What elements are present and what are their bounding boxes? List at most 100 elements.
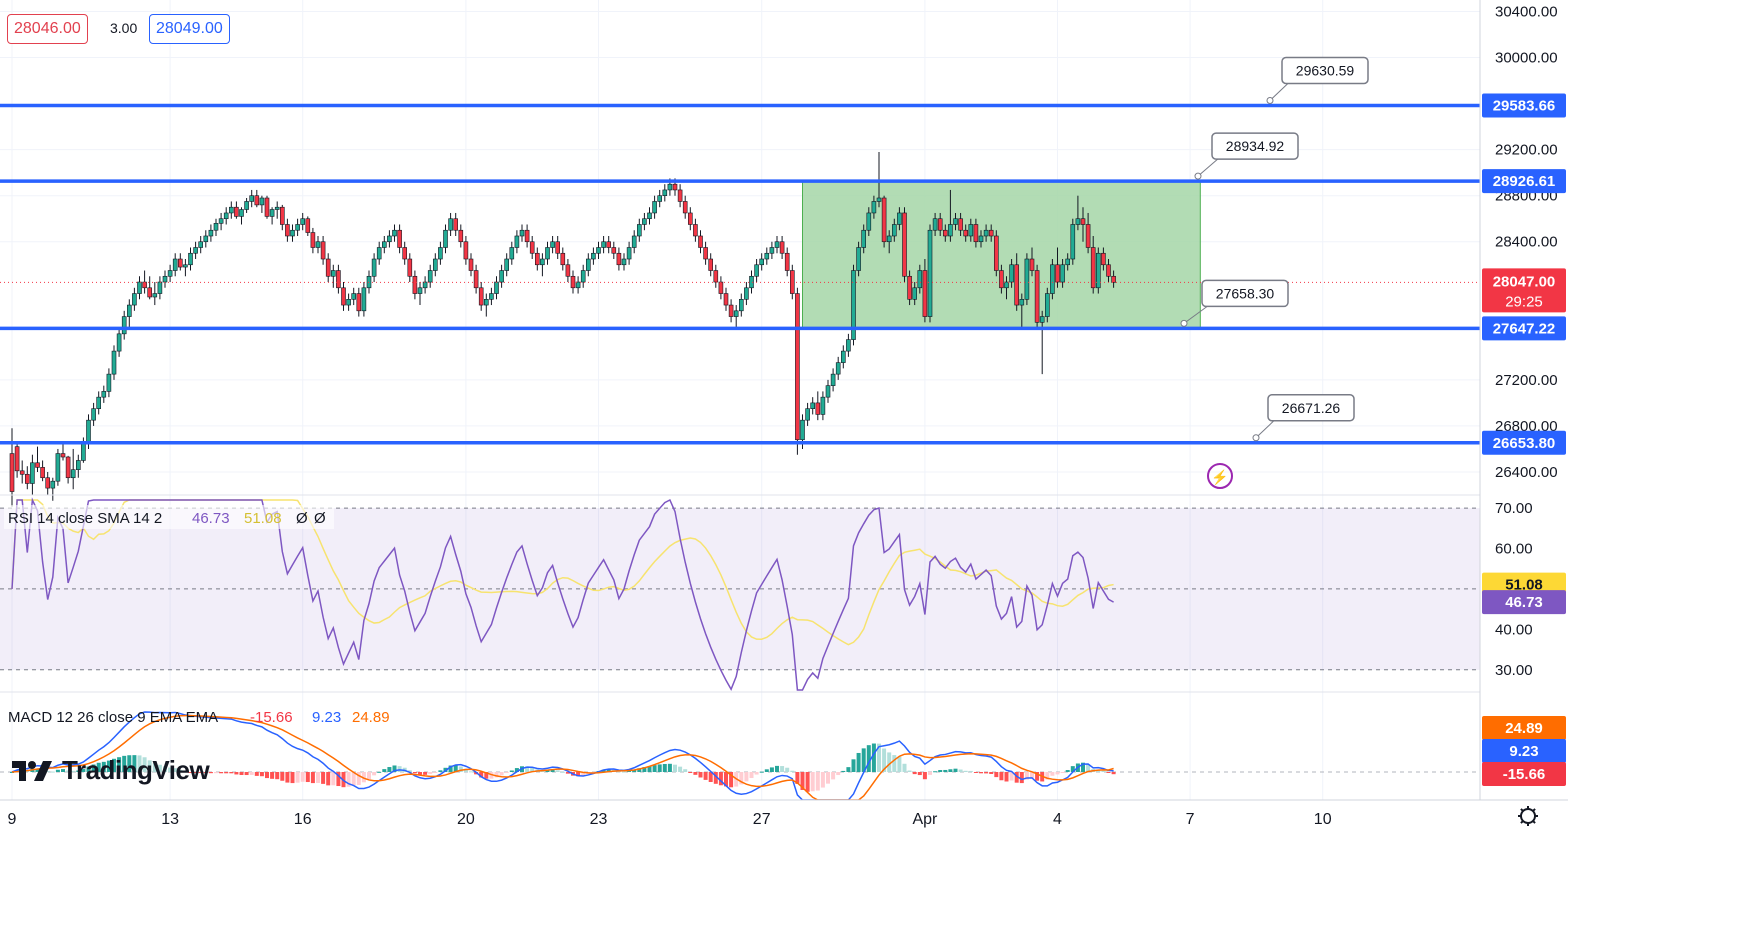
candle-body (178, 258, 183, 268)
macd-legend-signal: 24.89 (352, 709, 390, 726)
candle-body (973, 224, 979, 243)
macd-hist-bar (514, 768, 519, 772)
macd-axis-label-bg (1482, 739, 1566, 763)
macd-hist-bar (678, 766, 683, 772)
candle-body (667, 183, 673, 191)
tradingview-logo: TradingView (10, 755, 210, 786)
macd-hist-bar (275, 772, 280, 780)
macd-hist-bar (647, 766, 652, 772)
macd-hist-bar (198, 772, 203, 773)
candle-body (769, 247, 775, 254)
candle-body (422, 281, 428, 289)
candle-body (376, 247, 382, 260)
macd-hist-bar (688, 772, 693, 773)
candle-body (922, 270, 928, 317)
candle-body (621, 258, 627, 266)
macd-hist-bar (744, 772, 749, 782)
macd-hist-bar (336, 772, 341, 787)
candle-body (718, 281, 724, 294)
candle-body (142, 281, 147, 289)
macd-hist-bar (1004, 772, 1009, 782)
macd-hist-bar (35, 768, 40, 772)
candle-body (463, 241, 469, 260)
macd-hist-bar (106, 760, 111, 772)
macd-hist-bar (239, 772, 244, 775)
macd-hist-bar (356, 772, 361, 785)
macd-hist-bar (214, 772, 218, 774)
macd-hist-bar (61, 769, 65, 772)
candle-body (279, 206, 285, 225)
candle-body (397, 229, 402, 248)
macd-hist-bar (188, 772, 193, 773)
ask-price-box[interactable]: 28049.00 (149, 14, 230, 44)
macd-hist-bar (826, 772, 830, 784)
level-28926-callout-label: 28934.92 (1226, 138, 1285, 154)
candle-body (825, 385, 831, 398)
candle-body (351, 293, 357, 300)
macd-hist-bar (86, 766, 91, 772)
candle-body (239, 209, 244, 217)
candle-body (137, 281, 142, 294)
candle-body (846, 339, 851, 352)
candle-body (1090, 247, 1096, 289)
candles (9, 151, 1116, 507)
candle-body (534, 252, 540, 266)
macd-hist-bar (428, 772, 433, 774)
macd-hist-bar (820, 772, 825, 788)
level-28926-axis-label: 28926.61 (1493, 173, 1556, 190)
macd-hist-bar (331, 772, 336, 786)
candle-body (1014, 264, 1020, 306)
candle-body (229, 206, 234, 214)
bid-price-box[interactable]: 28046.00 (7, 14, 88, 44)
macd-hist-bar (831, 772, 836, 780)
rsi-tick-3: 30.00 (1495, 662, 1533, 679)
candle-body (81, 442, 86, 461)
macd-hist-bar (112, 758, 116, 772)
candle-body (611, 247, 617, 254)
macd-signal-axis-label-bg (1482, 716, 1566, 740)
gear-tooth (1520, 820, 1524, 824)
trading-chart[interactable]: 29630.59 28934.92 27658.30 26671.26 ⚡ RSI 14 … (0, 0, 1568, 832)
candle-body (703, 247, 708, 260)
macd-hist-bar (249, 772, 254, 775)
macd-hist-bar (55, 769, 60, 772)
candle-body (657, 195, 663, 202)
candle-body (738, 299, 744, 312)
candle-body (626, 247, 632, 260)
level-29583-axis-label: 29583.66 (1493, 97, 1556, 114)
macd-hist-bar (673, 764, 677, 772)
time-tick-1: 13 (161, 811, 179, 828)
settings-gear-icon[interactable] (1518, 806, 1538, 826)
candle-body (188, 252, 193, 266)
macd-hist-bar (183, 771, 188, 773)
candle-body (1004, 281, 1009, 289)
candle-body (483, 299, 489, 306)
macd-hist-bar (805, 772, 810, 792)
candle-body (555, 241, 561, 254)
candle-body (591, 252, 596, 260)
macd-hist-bar (219, 772, 224, 774)
chart-canvas[interactable]: 29630.59 28934.92 27658.30 26671.26 ⚡ RSI 14 … (0, 0, 1568, 832)
rsi-value-axis-label-bg (1482, 590, 1566, 615)
rsi-sma-axis-label: 51.08 (1505, 577, 1543, 594)
candle-body (744, 287, 749, 300)
time-tick-6: Apr (912, 811, 938, 828)
candle-body (218, 218, 224, 224)
price-tick-7: 26400.00 (1495, 464, 1558, 481)
candle-body (1045, 293, 1050, 317)
macd-hist-bar (377, 771, 382, 773)
candle-body (40, 467, 45, 479)
level-26653-callout-pointer (1255, 418, 1277, 439)
candle-body (45, 477, 51, 489)
candle-body (392, 229, 397, 237)
candle-body (60, 453, 66, 458)
macd-hist-axis-label: -15.66 (1503, 766, 1546, 783)
macd-hist-bar (208, 772, 213, 774)
macd-hist-bar (1045, 772, 1050, 780)
candle-body (305, 218, 311, 233)
level-26653-axis-label: 26653.80 (1493, 435, 1556, 452)
candle-body (733, 310, 739, 317)
macd-hist-axis-label-bg (1482, 762, 1566, 786)
candle-body (448, 218, 453, 231)
macd-hist-bar (979, 772, 983, 774)
